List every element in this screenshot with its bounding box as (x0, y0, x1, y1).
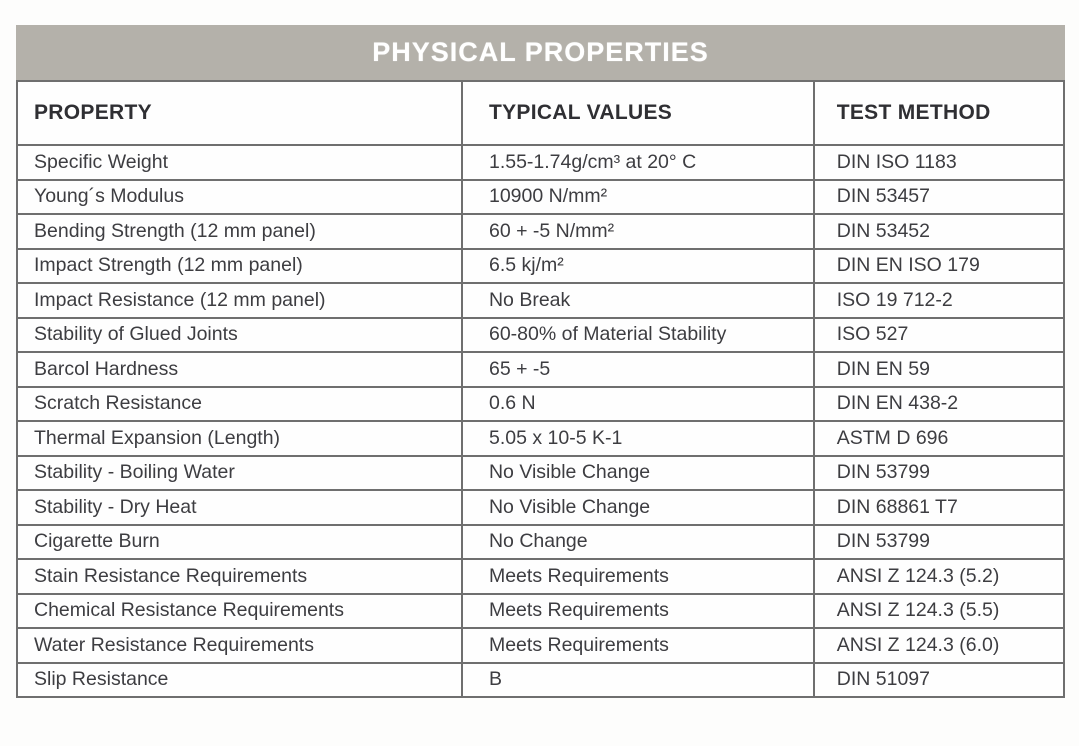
table-row: Specific Weight 1.55-1.74g/cm³ at 20° C … (16, 144, 1066, 181)
cell-property: Cigarette Burn (16, 523, 463, 560)
cell-typical-value: 60 + -5 N/mm² (460, 213, 815, 250)
cell-test-method: DIN 53799 (812, 454, 1066, 491)
cell-typical-value: No Break (460, 282, 815, 319)
cell-test-method: DIN EN 59 (812, 351, 1066, 388)
column-header-test-method: TEST METHOD (812, 80, 1066, 146)
cell-test-method: DIN EN ISO 179 (812, 247, 1066, 284)
cell-property: Barcol Hardness (16, 351, 463, 388)
physical-properties-sheet: PHYSICAL PROPERTIES PROPERTY TYPICAL VAL… (16, 25, 1066, 698)
cell-property: Slip Resistance (16, 661, 463, 698)
table-row: Stain Resistance Requirements Meets Requ… (16, 558, 1066, 595)
cell-typical-value: 65 + -5 (460, 351, 815, 388)
table-row: Bending Strength (12 mm panel) 60 + -5 N… (16, 213, 1066, 250)
table-row: Scratch Resistance 0.6 N DIN EN 438-2 (16, 385, 1066, 422)
table-row: Thermal Expansion (Length) 5.05 x 10-5 K… (16, 420, 1066, 457)
table-row: Slip Resistance B DIN 51097 (16, 661, 1066, 698)
cell-typical-value: Meets Requirements (460, 558, 815, 595)
cell-typical-value: 5.05 x 10-5 K-1 (460, 420, 815, 457)
cell-typical-value: 0.6 N (460, 385, 815, 422)
table-row: Stability - Dry Heat No Visible Change D… (16, 489, 1066, 526)
cell-test-method: ISO 19 712-2 (812, 282, 1066, 319)
cell-property: Scratch Resistance (16, 385, 463, 422)
cell-property: Young´s Modulus (16, 178, 463, 215)
cell-test-method: ANSI Z 124.3 (6.0) (812, 627, 1066, 664)
table-title-band: PHYSICAL PROPERTIES (16, 25, 1065, 80)
cell-property: Impact Resistance (12 mm panel) (16, 282, 463, 319)
cell-property: Chemical Resistance Requirements (16, 592, 463, 629)
table-title: PHYSICAL PROPERTIES (372, 37, 709, 67)
physical-properties-table: PROPERTY TYPICAL VALUES TEST METHOD Spec… (16, 80, 1066, 698)
cell-property: Stain Resistance Requirements (16, 558, 463, 595)
table-row: Stability of Glued Joints 60-80% of Mate… (16, 316, 1066, 353)
cell-typical-value: 60-80% of Material Stability (460, 316, 815, 353)
table-row: Young´s Modulus 10900 N/mm² DIN 53457 (16, 178, 1066, 215)
cell-test-method: ANSI Z 124.3 (5.5) (812, 592, 1066, 629)
cell-test-method: DIN 53799 (812, 523, 1066, 560)
cell-typical-value: No Visible Change (460, 454, 815, 491)
cell-property: Impact Strength (12 mm panel) (16, 247, 463, 284)
cell-typical-value: Meets Requirements (460, 592, 815, 629)
cell-typical-value: Meets Requirements (460, 627, 815, 664)
header-row: PROPERTY TYPICAL VALUES TEST METHOD (16, 80, 1066, 146)
cell-test-method: DIN 53457 (812, 178, 1066, 215)
table-row: Impact Resistance (12 mm panel) No Break… (16, 282, 1066, 319)
table-row: Water Resistance Requirements Meets Requ… (16, 627, 1066, 664)
cell-test-method: ASTM D 696 (812, 420, 1066, 457)
table-row: Barcol Hardness 65 + -5 DIN EN 59 (16, 351, 1066, 388)
table-row: Cigarette Burn No Change DIN 53799 (16, 523, 1066, 560)
cell-property: Stability of Glued Joints (16, 316, 463, 353)
cell-test-method: DIN 68861 T7 (812, 489, 1066, 526)
cell-test-method: ANSI Z 124.3 (5.2) (812, 558, 1066, 595)
column-header-typical-values: TYPICAL VALUES (460, 80, 815, 146)
table-row: Chemical Resistance Requirements Meets R… (16, 592, 1066, 629)
cell-property: Water Resistance Requirements (16, 627, 463, 664)
cell-test-method: DIN ISO 1183 (812, 144, 1066, 181)
cell-property: Stability - Dry Heat (16, 489, 463, 526)
cell-property: Specific Weight (16, 144, 463, 181)
cell-property: Bending Strength (12 mm panel) (16, 213, 463, 250)
cell-property: Stability - Boiling Water (16, 454, 463, 491)
cell-typical-value: No Visible Change (460, 489, 815, 526)
table-row: Stability - Boiling Water No Visible Cha… (16, 454, 1066, 491)
cell-typical-value: 1.55-1.74g/cm³ at 20° C (460, 144, 815, 181)
cell-typical-value: 10900 N/mm² (460, 178, 815, 215)
table-row: Impact Strength (12 mm panel) 6.5 kj/m² … (16, 247, 1066, 284)
cell-test-method: ISO 527 (812, 316, 1066, 353)
cell-test-method: DIN 53452 (812, 213, 1066, 250)
cell-test-method: DIN EN 438-2 (812, 385, 1066, 422)
cell-typical-value: B (460, 661, 815, 698)
cell-typical-value: 6.5 kj/m² (460, 247, 815, 284)
column-header-property: PROPERTY (16, 80, 463, 146)
cell-test-method: DIN 51097 (812, 661, 1066, 698)
cell-typical-value: No Change (460, 523, 815, 560)
cell-property: Thermal Expansion (Length) (16, 420, 463, 457)
